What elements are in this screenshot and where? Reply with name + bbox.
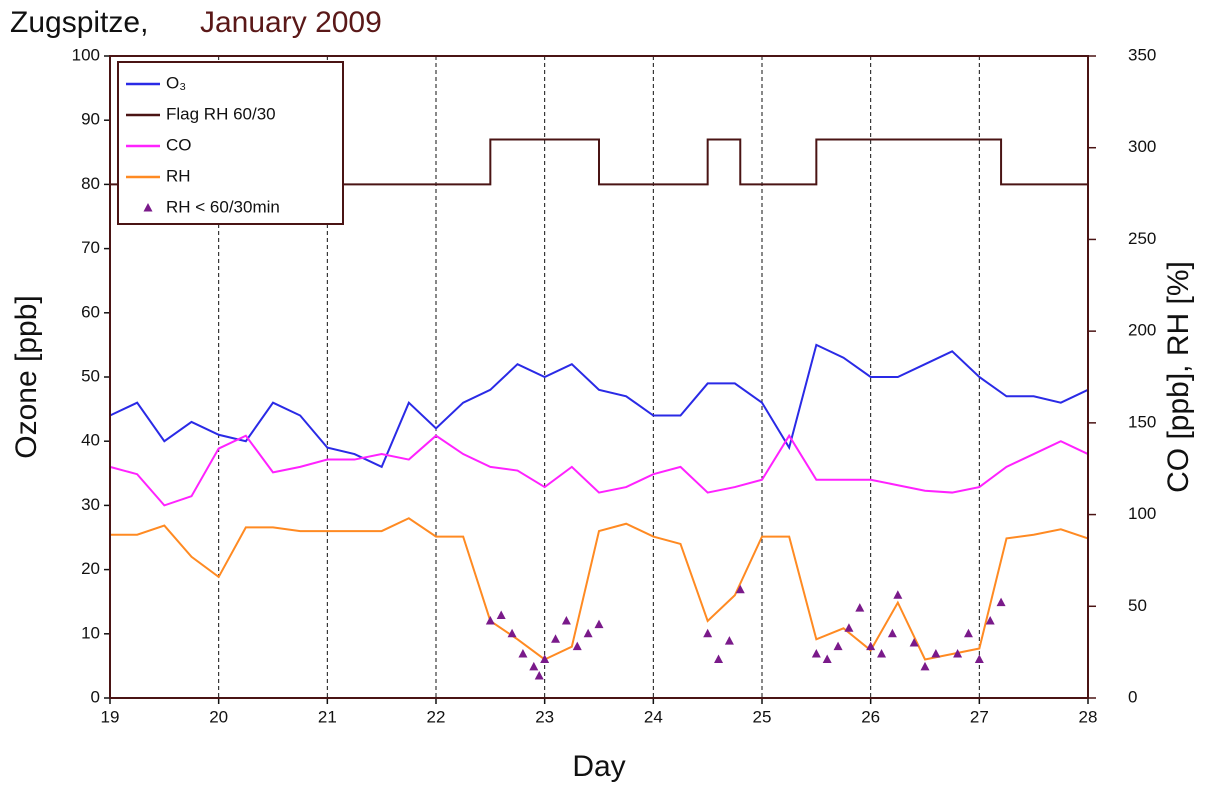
scatter-point xyxy=(714,654,724,663)
scatter-point xyxy=(507,628,517,638)
y-tick-label: 0 xyxy=(91,687,100,706)
series-line xyxy=(110,138,1088,186)
scatter-point xyxy=(811,648,821,658)
x-axis-label: Day xyxy=(572,750,625,783)
x-tick-label: 23 xyxy=(535,707,554,726)
y-axis-label: Ozone [ppb] xyxy=(10,295,43,458)
y-tick-label: 20 xyxy=(81,559,100,578)
scatter-point xyxy=(572,641,582,651)
scatter-point xyxy=(866,641,876,651)
scatter-point xyxy=(985,615,995,625)
x-tick-label: 24 xyxy=(644,707,663,726)
legend-label: Flag RH 60/30 xyxy=(166,104,276,123)
scatter-point xyxy=(540,654,550,663)
scatter-point xyxy=(485,615,495,625)
x-tick-label: 25 xyxy=(753,707,772,726)
series-line xyxy=(110,517,1089,661)
y2-tick-label: 150 xyxy=(1128,412,1156,431)
y2-tick-label: 0 xyxy=(1128,687,1137,706)
y2-tick-label: 200 xyxy=(1128,321,1156,340)
y-tick-label: 100 xyxy=(72,45,100,64)
y-tick-label: 50 xyxy=(81,366,100,385)
y-tick-label: 80 xyxy=(81,174,100,193)
scatter-point xyxy=(518,648,528,658)
legend-label: CO xyxy=(166,135,192,154)
y2-tick-label: 250 xyxy=(1128,229,1156,248)
x-tick-label: 28 xyxy=(1079,707,1098,726)
x-tick-label: 22 xyxy=(427,707,446,726)
scatter-point xyxy=(561,615,571,625)
series-line xyxy=(109,433,1089,507)
scatter-point xyxy=(887,628,897,638)
legend-label: RH xyxy=(166,166,191,185)
x-tick-label: 20 xyxy=(209,707,228,726)
scatter-point xyxy=(974,654,984,663)
scatter-point xyxy=(534,670,544,680)
scatter-point xyxy=(893,590,903,599)
scatter-point xyxy=(735,584,745,594)
y-tick-label: 70 xyxy=(81,238,100,257)
scatter-point xyxy=(931,648,941,658)
legend-label: O₃ xyxy=(166,73,186,92)
y2-axis-label: CO [ppb], RH [%] xyxy=(1162,261,1195,493)
y-tick-label: 10 xyxy=(81,623,100,642)
scatter-point xyxy=(920,661,930,671)
legend-box xyxy=(117,61,344,225)
legend-label: RH < 60/30min xyxy=(166,197,280,216)
scatter-point xyxy=(909,637,919,647)
scatter-point xyxy=(844,623,854,632)
chart-title: Zugspitze, xyxy=(10,6,148,39)
scatter-point xyxy=(551,634,561,643)
chart-subtitle: January 2009 xyxy=(200,6,382,39)
y2-tick-label: 300 xyxy=(1128,137,1156,156)
y-tick-label: 90 xyxy=(81,110,100,129)
y2-tick-label: 50 xyxy=(1128,596,1147,615)
scatter-point xyxy=(583,628,593,638)
x-tick-label: 26 xyxy=(861,707,880,726)
scatter-point xyxy=(594,619,604,629)
y-tick-label: 30 xyxy=(81,495,100,514)
x-tick-label: 19 xyxy=(101,707,120,726)
plot-frame xyxy=(109,55,1089,699)
scatter-point xyxy=(833,641,843,651)
scatter-point xyxy=(855,603,865,612)
y-tick-label: 40 xyxy=(81,431,100,450)
scatter-point xyxy=(724,636,734,645)
y-tick-label: 60 xyxy=(81,302,100,321)
series-line xyxy=(109,343,1089,469)
scatter-point xyxy=(953,648,963,658)
y2-tick-label: 350 xyxy=(1128,45,1156,64)
scatter-point xyxy=(996,597,1006,607)
scatter-point xyxy=(822,654,832,663)
scatter-point xyxy=(963,628,973,638)
x-tick-label: 21 xyxy=(318,707,337,726)
scatter-point xyxy=(703,628,713,638)
legend-marker xyxy=(143,203,153,212)
scatter-point xyxy=(877,648,887,658)
scatter-point xyxy=(496,610,506,619)
x-tick-label: 27 xyxy=(970,707,989,726)
y2-tick-label: 100 xyxy=(1128,504,1156,523)
scatter-point xyxy=(529,661,539,671)
